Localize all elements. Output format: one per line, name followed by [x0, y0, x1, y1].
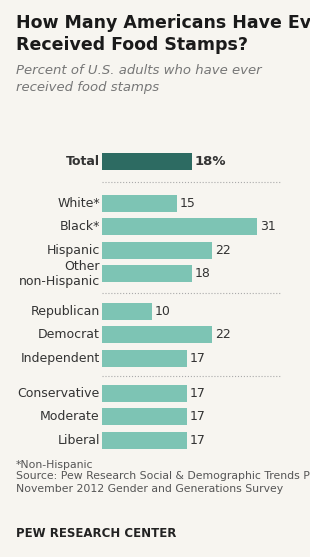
Text: 10: 10 — [155, 305, 170, 318]
Text: Black*: Black* — [60, 221, 100, 233]
Text: 17: 17 — [190, 387, 206, 400]
Bar — [102, 195, 177, 212]
Text: 17: 17 — [190, 351, 206, 365]
Text: 18: 18 — [195, 267, 210, 280]
Bar — [102, 385, 187, 402]
Text: White*: White* — [57, 197, 100, 210]
Text: Total: Total — [66, 155, 100, 168]
Text: Independent: Independent — [20, 351, 100, 365]
Text: Hispanic: Hispanic — [46, 244, 100, 257]
Text: 15: 15 — [180, 197, 196, 210]
Text: 17: 17 — [190, 434, 206, 447]
Text: Conservative: Conservative — [18, 387, 100, 400]
Bar — [102, 242, 212, 259]
Text: 31: 31 — [259, 221, 275, 233]
Text: 17: 17 — [190, 411, 206, 423]
Bar — [102, 408, 187, 426]
Text: 22: 22 — [215, 244, 230, 257]
Bar — [102, 432, 187, 449]
Text: Democrat: Democrat — [38, 328, 100, 341]
Text: 22: 22 — [215, 328, 230, 341]
Bar — [102, 218, 257, 236]
Text: *Non-Hispanic: *Non-Hispanic — [16, 460, 93, 470]
Text: Percent of U.S. adults who have ever
received food stamps: Percent of U.S. adults who have ever rec… — [16, 64, 261, 94]
Text: Moderate: Moderate — [40, 411, 100, 423]
Bar — [102, 153, 192, 170]
Text: How Many Americans Have Ever
Received Food Stamps?: How Many Americans Have Ever Received Fo… — [16, 14, 310, 54]
Text: 18%: 18% — [195, 155, 226, 168]
Text: Republican: Republican — [31, 305, 100, 318]
Bar — [102, 326, 212, 343]
Bar — [102, 303, 152, 320]
Bar — [102, 350, 187, 367]
Text: Liberal: Liberal — [57, 434, 100, 447]
Text: PEW RESEARCH CENTER: PEW RESEARCH CENTER — [16, 527, 176, 540]
Text: Other
non-Hispanic: Other non-Hispanic — [19, 260, 100, 288]
Bar — [102, 265, 192, 282]
Text: Source: Pew Research Social & Demographic Trends Project
November 2012 Gender an: Source: Pew Research Social & Demographi… — [16, 471, 310, 494]
